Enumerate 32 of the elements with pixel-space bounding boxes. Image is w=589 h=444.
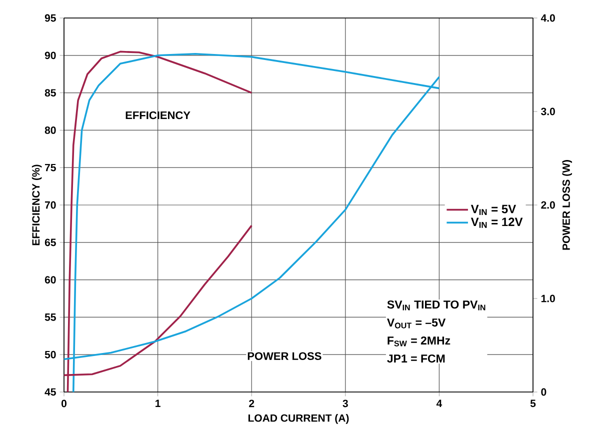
y2-axis-title: POWER LOSS (W): [562, 160, 572, 250]
annotation: JP1 = FCM: [387, 354, 445, 363]
y-tick-label: 55: [44, 314, 56, 321]
legend-label: V$_{IN}$ = 5V: [470, 204, 516, 215]
annotation: POWER LOSS: [248, 352, 322, 360]
y-tick-label: 95: [44, 14, 56, 22]
y-tick-label: 70: [45, 201, 56, 209]
y-axis-title: EFFICIENCY (%): [32, 164, 42, 246]
annotation: F$_{SW}$ = 2MHz: [388, 336, 450, 346]
y-tick-label: 90: [44, 52, 56, 60]
x-tick-label: 1: [156, 400, 160, 407]
annotation: SV$_{IN}$ TIED TO PV$_{IN}$: [387, 300, 486, 310]
x-tick-label: 0: [62, 400, 66, 408]
y-tick-label: 65: [44, 238, 56, 246]
y-tick-label: 50: [44, 350, 56, 358]
x-axis-title: LOAD CURRENT (A): [248, 414, 349, 424]
y2-tick-label: 1.0: [541, 294, 555, 302]
y-tick-label: 85: [44, 89, 56, 97]
x-tick-label: 5: [530, 400, 536, 408]
y-tick-label: 75: [45, 164, 56, 172]
y-tick-label: 80: [44, 126, 56, 134]
y2-tick-label: 2.0: [541, 201, 555, 209]
x-tick-label: 3: [342, 400, 348, 408]
x-tick-label: 4: [436, 400, 442, 407]
y2-tick-label: 0: [541, 388, 546, 396]
y-tick-label: 60: [44, 276, 56, 284]
y2-tick-label: 4.0: [540, 14, 555, 22]
legend-label: V$_{IN}$ = 12V: [470, 218, 523, 228]
y2-tick-label: 3.0: [541, 108, 555, 116]
y-tick-label: 45: [44, 388, 56, 396]
x-tick-label: 2: [249, 400, 254, 408]
annotation: V$_{OUT}$ = –5V: [387, 318, 446, 328]
